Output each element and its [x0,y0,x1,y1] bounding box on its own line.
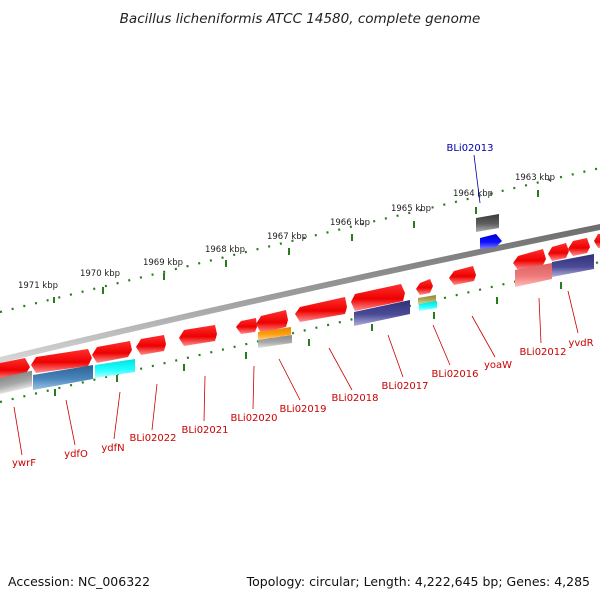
genome-backbone [0,224,600,363]
gene-label: ydfO [64,449,88,460]
gene-arrow [31,349,92,373]
gene-arrow [256,310,288,333]
leader-line [328,347,353,391]
gene-arrow [449,266,476,285]
gene-box [515,263,552,287]
gene-box [552,254,594,277]
tick-label: 1963 kbp [515,173,555,183]
gene-label: BLi02019 [279,404,326,415]
gene-label: yvdR [568,338,593,349]
leader-line [538,297,542,344]
gene-arrow [568,238,590,256]
gene-label: BLi02018 [331,393,378,404]
gene-arrow [136,335,166,355]
tick-label: 1969 kbp [143,258,183,268]
gene-box [258,335,292,348]
leader-line [252,365,255,410]
leader-line [203,375,206,422]
leader-line [567,290,579,334]
gene-label: BLi02016 [431,369,478,380]
gene-box [95,359,135,378]
gene-label: BLi02017 [381,381,428,392]
leader-line [13,406,23,456]
inner-tick-ring [0,260,600,404]
gene-labels: ywrF ydfO ydfN BLi02022 BLi02021 BLi0202… [12,338,594,469]
gene-arrow [513,249,546,270]
gene-label: ydfN [101,443,124,454]
leader-line [432,324,451,366]
tick-label: 1966 kbp [330,218,370,228]
gene-arrow [416,279,433,295]
leader-line [151,383,158,431]
gene-label: BLi02021 [181,425,228,436]
gene-arrow [295,297,347,322]
gene-label: BLi02012 [519,347,566,358]
tick-label: 1970 kbp [80,269,120,279]
gene-leaders [13,290,579,456]
gene-label: ywrF [12,458,36,469]
gene-label: yoaW [484,360,512,371]
highlighted-gene: BLi02013 [446,143,502,249]
inner-major-ticks [54,282,562,396]
major-ticks [53,190,539,303]
gene-arrow [92,341,132,363]
reverse-genes [0,254,594,394]
tick-label: 1971 kbp [18,281,58,291]
leader-line [473,154,481,204]
leader-line [65,399,76,446]
leader-line [471,315,496,358]
gene-arrow [548,243,569,261]
gene-box [419,301,437,311]
highlight-gene-label: BLi02013 [446,143,493,154]
tick-label: 1967 kbp [267,232,307,242]
tick-labels: 1971 kbp 1970 kbp 1969 kbp 1968 kbp 1967… [18,173,555,291]
gene-label: BLi02020 [230,413,277,424]
gene-arrow [594,234,600,248]
tick-label: 1968 kbp [205,245,245,255]
gene-arrow [236,318,257,334]
leader-line [387,334,404,378]
gene-box [33,365,93,390]
gene-box [258,327,291,340]
leader-line [278,358,301,401]
tick-label: 1965 kbp [391,204,431,214]
map-title: Bacillus licheniformis ATCC 14580, compl… [120,11,481,27]
tick-label: 1964 kbp [453,189,493,199]
gene-box [0,370,32,394]
gene-box [354,300,410,326]
accession-text: Accession: NC_006322 [8,574,150,589]
gene-arrow [480,234,502,249]
leader-line [113,391,121,440]
forward-genes [0,234,600,380]
gene-box [476,214,499,232]
genome-summary-text: Topology: circular; Length: 4,222,645 bp… [246,574,590,589]
gene-arrow [351,284,405,311]
gene-label: BLi02022 [129,433,176,444]
gene-arrow [179,325,217,346]
